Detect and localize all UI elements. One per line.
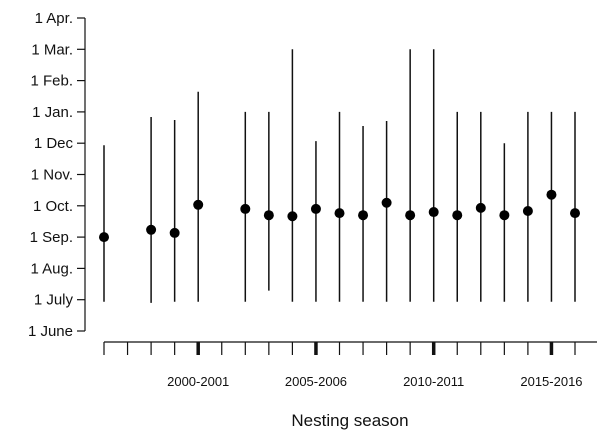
data-point [546,189,557,200]
x-axis-title: Nesting season [291,411,408,430]
data-point [146,224,157,235]
y-tick-label: 1 Dec [34,135,74,152]
data-point [287,211,298,222]
data-point [263,210,274,221]
y-tick-label: 1 June [28,323,73,340]
data-point [570,208,580,219]
data-point [499,210,510,221]
data-point [358,210,369,221]
y-tick-label: 1 July [34,292,74,309]
data-point [452,210,463,221]
data-point [169,227,180,238]
y-tick-label: 1 Apr. [35,10,73,27]
data-point [310,203,321,214]
data-points [99,189,580,243]
y-tick-label: 1 Aug. [30,260,73,277]
x-tick-label: 2015-2016 [520,374,582,389]
data-point [522,206,533,217]
data-point [193,199,204,210]
y-tick-label: 1 Oct. [33,198,73,215]
x-axis: 2000-2001 2005-2006 2010-2011 2015-2016 [103,341,597,389]
x-tick-label: 2010-2011 [403,374,464,389]
y-tick-label: 1 Feb. [30,73,73,90]
y-tick-label: 1 Nov. [31,167,73,184]
data-point [405,210,416,221]
data-point [99,232,109,243]
y-tick-label: 1 Sep. [30,229,73,246]
y-axis: 1 June 1 July 1 Aug. 1 Sep. 1 Oct. 1 Nov. 1 De… [28,10,86,340]
x-tick-label: 2005-2006 [285,374,347,389]
x-tick-label: 2000-2001 [167,374,229,389]
data-point [334,208,345,219]
data-point [428,207,439,218]
y-tick-label: 1 Jan. [32,104,73,121]
data-point [381,197,392,208]
y-tick-label: 1 Mar. [31,41,73,58]
data-point [475,202,486,213]
interval-lines [103,49,576,303]
data-point [240,203,251,214]
